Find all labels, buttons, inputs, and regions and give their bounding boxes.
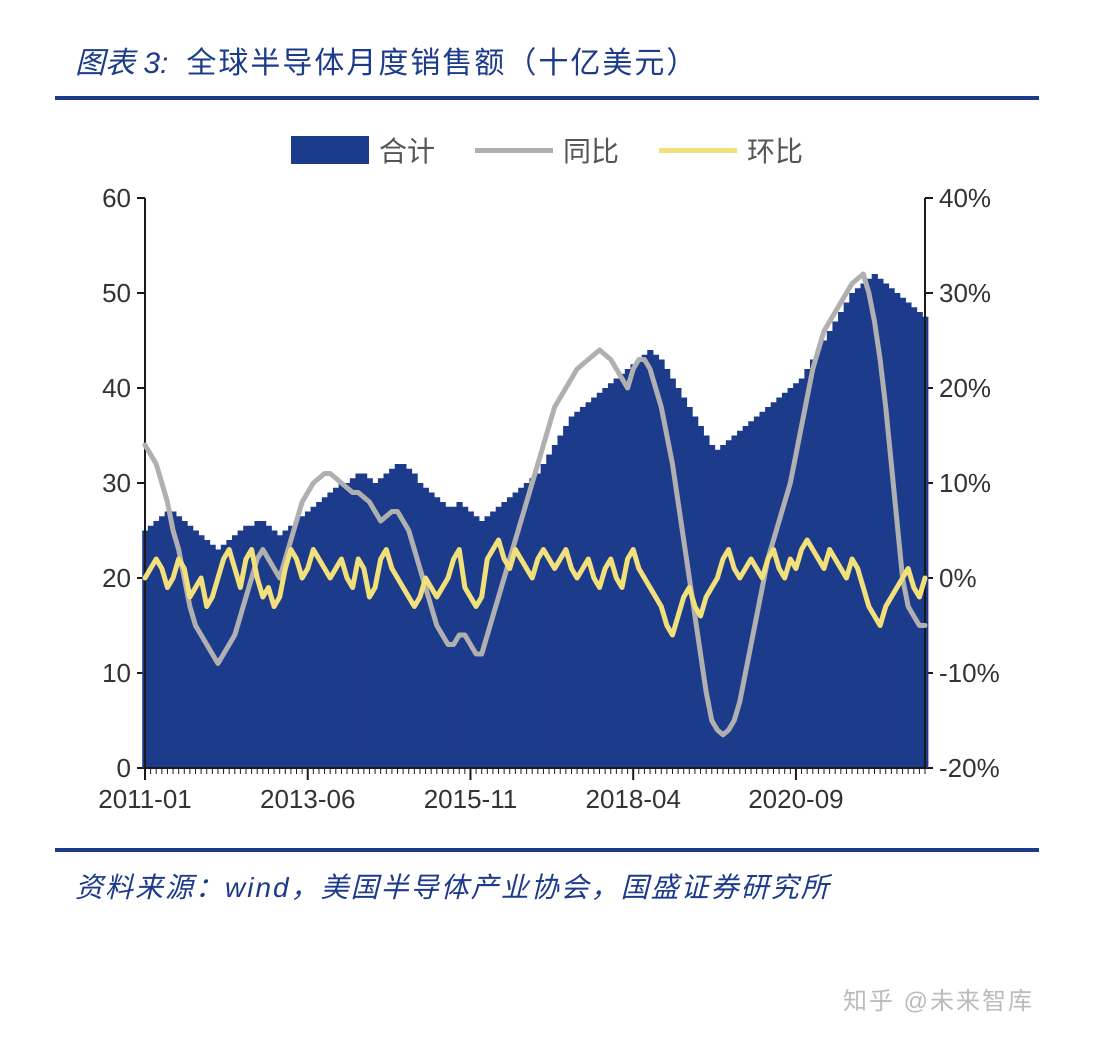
svg-text:2015-11: 2015-11 [424,784,518,814]
watermark: 知乎 @未来智库 [843,981,1034,1016]
chart-title: 全球半导体月度销售额（十亿美元） [186,38,698,82]
svg-text:60: 60 [102,188,131,213]
legend-item-mom: 环比 [659,130,803,170]
legend: 合计 同比 环比 [75,130,1019,170]
chart-container: 合计 同比 环比 0 10 20 30 40 50 60 -20% -10% 0% 10% 20% 30… [55,100,1039,848]
legend-swatch-bar [291,136,369,164]
svg-text:30%: 30% [939,278,991,308]
svg-text:-10%: -10% [939,658,1000,688]
svg-text:2011-01: 2011-01 [98,784,192,814]
legend-swatch-line [659,148,737,153]
svg-text:40%: 40% [939,188,991,213]
legend-label-total: 合计 [379,130,435,170]
chart-header: 图表 3: 全球半导体月度销售额（十亿美元） [55,30,1039,100]
legend-swatch-line [475,148,553,153]
svg-text:50: 50 [102,278,131,308]
legend-item-total: 合计 [291,130,435,170]
legend-item-yoy: 同比 [475,130,619,170]
source-line: 资料来源：wind，美国半导体产业协会，国盛证券研究所 [55,848,1039,906]
svg-text:20%: 20% [939,373,991,403]
svg-text:0: 0 [117,753,131,783]
svg-text:2018-04: 2018-04 [585,784,680,814]
figure-label: 图表 3: [75,38,168,82]
chart-plot: 0 10 20 30 40 50 60 -20% -10% 0% 10% 20% 30% 40% 2011-… [75,188,1015,838]
svg-text:-20%: -20% [939,753,1000,783]
svg-text:2020-09: 2020-09 [748,784,843,814]
svg-text:30: 30 [102,468,131,498]
svg-text:40: 40 [102,373,131,403]
legend-label-mom: 环比 [747,130,803,170]
svg-text:0%: 0% [939,563,977,593]
svg-text:2013-06: 2013-06 [260,784,355,814]
svg-text:20: 20 [102,563,131,593]
legend-label-yoy: 同比 [563,130,619,170]
svg-text:10: 10 [102,658,131,688]
svg-text:10%: 10% [939,468,991,498]
